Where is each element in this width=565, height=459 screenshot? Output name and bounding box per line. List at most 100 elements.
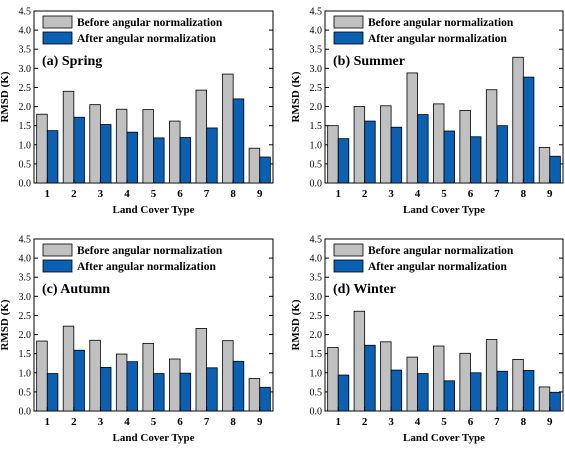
panel-title: (d) Winter — [333, 282, 396, 297]
y-tick-label: 2.5 — [310, 83, 323, 94]
chart-panel-1: 0.0 0.5 1.0 1.5 2.0 2.5 3.0 3.5 4.0 4.5 1 2 3 4 5 6 7 8 9 L… — [0, 7, 274, 216]
bar-before-4 — [115, 108, 128, 184]
x-tick-label: 2 — [362, 188, 368, 200]
x-tick-label: 6 — [177, 416, 183, 428]
legend-label-after: After angular normalization — [77, 261, 216, 273]
bar-after-3 — [390, 126, 403, 184]
bar-before-6 — [459, 109, 471, 184]
chart-panel-2: 0.0 0.5 1.0 1.5 2.0 2.5 3.0 3.5 4.0 4.5 1 2 3 4 5 6 7 8 9 L… — [290, 7, 564, 216]
y-tick-label: 0.0 — [19, 407, 32, 418]
x-tick-label: 4 — [415, 188, 421, 200]
y-tick-label: 4.5 — [19, 235, 32, 246]
x-tick-label: 4 — [124, 416, 130, 428]
bar-after-2 — [364, 344, 376, 412]
bar-after-8 — [232, 360, 245, 412]
bar-before-5 — [142, 109, 154, 184]
bar-after-6 — [179, 137, 192, 184]
bar-before-9 — [538, 386, 551, 412]
y-tick-label: 2.0 — [19, 330, 32, 341]
bar-after-4 — [126, 131, 138, 184]
x-tick-label: 3 — [388, 188, 394, 200]
bar-before-1 — [36, 340, 48, 412]
bar-before-2 — [353, 310, 366, 412]
x-tick-label: 3 — [98, 416, 104, 428]
x-tick-label: 2 — [71, 188, 77, 200]
x-tick-label: 5 — [151, 188, 157, 200]
x-tick-label: 1 — [45, 416, 51, 428]
panel-title: (a) Spring — [42, 54, 102, 69]
x-tick-label: 2 — [71, 416, 77, 428]
bar-after-4 — [417, 114, 429, 184]
y-axis-label: RMSD (K) — [290, 71, 302, 122]
legend-swatch-before — [42, 15, 73, 29]
chart-panel-3: 0.0 0.5 1.0 1.5 2.0 2.5 3.0 3.5 4.0 4.5 1 2 3 4 5 6 7 8 9 L… — [0, 235, 274, 444]
bar-before-7 — [485, 339, 498, 412]
bar-before-7 — [485, 89, 498, 184]
y-tick-label: 2.5 — [19, 83, 32, 94]
panel-title: (b) Summer — [333, 54, 405, 69]
bar-after-6 — [470, 372, 482, 412]
bar-after-3 — [99, 124, 112, 184]
bar-after-3 — [99, 367, 112, 412]
y-tick-label: 1.0 — [310, 140, 323, 151]
panel-title: (c) Autumn — [42, 282, 110, 297]
x-axis-label: Land Cover Type — [113, 432, 195, 444]
bar-before-8 — [512, 358, 524, 412]
bar-after-7 — [206, 127, 218, 184]
bar-before-8 — [512, 56, 524, 184]
y-tick-label: 4.0 — [19, 254, 32, 265]
bar-after-4 — [417, 373, 429, 412]
bar-after-9 — [549, 155, 561, 184]
x-tick-label: 6 — [177, 188, 183, 200]
legend-label-after: After angular normalization — [77, 33, 216, 45]
y-tick-label: 3.5 — [310, 45, 323, 56]
bar-after-1 — [46, 373, 59, 412]
bar-before-7 — [195, 89, 208, 184]
bar-after-8 — [232, 98, 245, 184]
x-tick-label: 7 — [494, 416, 500, 428]
legend-swatch-before — [42, 243, 73, 257]
bar-before-5 — [433, 345, 445, 412]
bar-after-7 — [496, 370, 508, 412]
legend-label-before: Before angular normalization — [368, 17, 514, 29]
bar-before-1 — [327, 347, 339, 412]
y-tick-label: 2.0 — [19, 102, 32, 113]
bar-before-4 — [115, 353, 128, 412]
bar-before-8 — [222, 73, 234, 184]
x-tick-label: 7 — [494, 188, 500, 200]
y-tick-label: 3.0 — [310, 292, 323, 303]
y-tick-label: 1.5 — [19, 121, 32, 132]
x-axis-label: Land Cover Type — [403, 432, 485, 444]
y-tick-label: 1.0 — [310, 368, 323, 379]
bar-before-3 — [89, 339, 101, 412]
bar-before-4 — [406, 356, 418, 412]
bar-after-6 — [179, 372, 192, 412]
x-tick-label: 1 — [45, 188, 51, 200]
y-tick-label: 1.0 — [19, 140, 32, 151]
bar-before-2 — [353, 106, 366, 184]
bar-before-7 — [195, 328, 208, 412]
x-tick-label: 7 — [204, 188, 210, 200]
x-tick-label: 8 — [230, 188, 236, 200]
bar-after-8 — [522, 370, 535, 412]
legend-swatch-after — [42, 31, 73, 45]
y-tick-label: 2.0 — [310, 102, 323, 113]
x-tick-label: 7 — [204, 416, 210, 428]
bar-after-2 — [73, 116, 85, 184]
x-tick-label: 3 — [388, 416, 394, 428]
x-tick-label: 4 — [124, 188, 130, 200]
y-tick-label: 0.5 — [19, 387, 32, 398]
x-tick-label: 2 — [362, 416, 368, 428]
y-tick-label: 0.0 — [310, 407, 323, 418]
bar-before-5 — [433, 103, 445, 184]
x-tick-label: 5 — [151, 416, 157, 428]
x-tick-label: 1 — [335, 188, 341, 200]
bar-after-5 — [443, 130, 455, 184]
x-tick-label: 5 — [441, 416, 447, 428]
y-tick-label: 4.0 — [310, 254, 323, 265]
y-tick-label: 2.0 — [310, 330, 323, 341]
bar-after-7 — [206, 367, 218, 412]
y-tick-label: 3.5 — [19, 45, 32, 56]
y-axis-label: RMSD (K) — [0, 71, 11, 122]
